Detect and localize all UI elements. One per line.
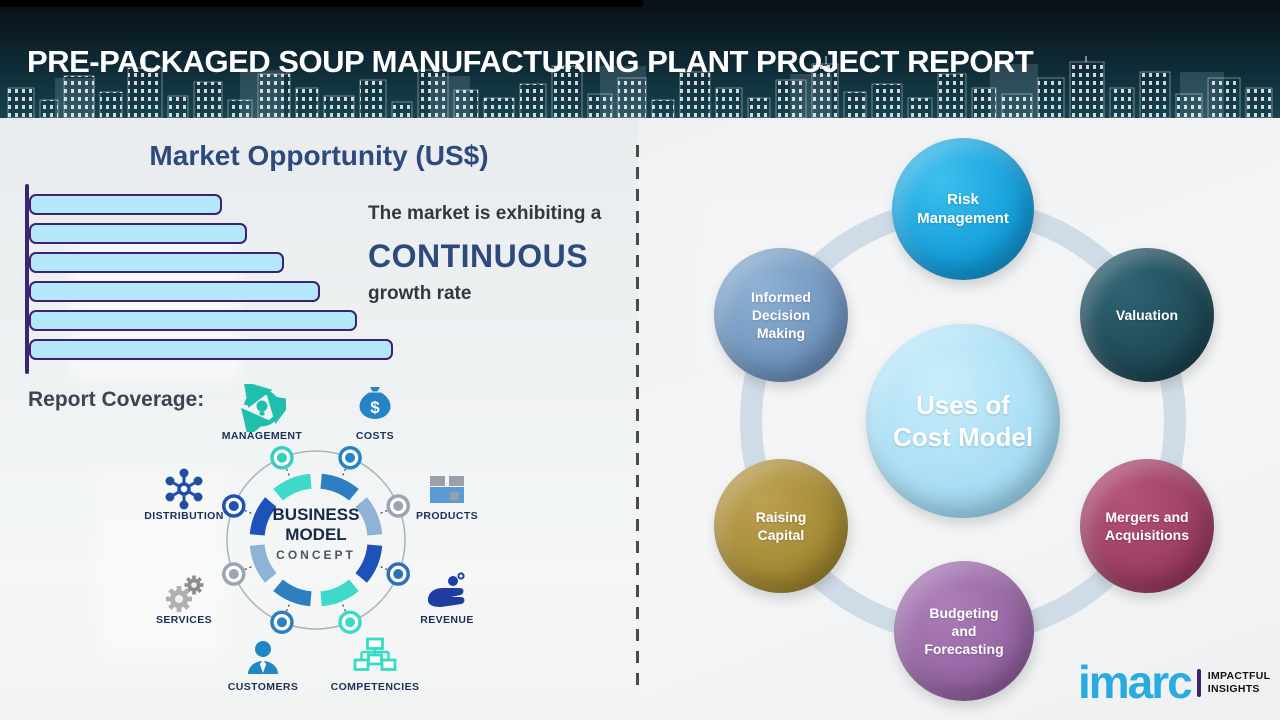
bm-item-label: COSTS — [355, 430, 395, 442]
circle-raising-capital: Raising Capital — [714, 459, 848, 593]
bm-item-label: PRODUCTS — [415, 510, 479, 522]
bar — [29, 310, 357, 331]
business-model-ring-diagram — [222, 446, 410, 634]
dashed-divider — [636, 145, 639, 695]
circle-informed-decision-making: Informed Decision Making — [714, 248, 848, 382]
product-box-icon — [421, 463, 473, 515]
svg-text:$: $ — [370, 398, 380, 417]
org-chart-icon — [349, 632, 401, 684]
page-title: PRE-PACKAGED SOUP MANUFACTURING PLANT PR… — [27, 44, 1034, 79]
header-banner: PRE-PACKAGED SOUP MANUFACTURING PLANT PR… — [0, 0, 1280, 118]
bm-line3: CONCEPT — [276, 547, 356, 562]
bar — [29, 281, 320, 302]
left-panel-background — [0, 118, 638, 720]
growth-text-suffix: growth rate — [368, 283, 472, 304]
bar — [29, 194, 222, 215]
business-model-center-label: BUSINESS MODEL CONCEPT — [241, 505, 391, 577]
circle-budgeting-forecasting: Budgeting and Forecasting — [894, 561, 1034, 701]
growth-text-prefix: The market is exhibiting a — [368, 203, 602, 224]
management-cycle-bulb-icon — [236, 382, 288, 434]
bm-item-label: MANAGEMENT — [221, 430, 303, 442]
bar-chart-axis — [25, 184, 29, 374]
circle-uses-of-cost-model: Uses of Cost Model — [866, 324, 1060, 518]
circle-mergers-acquisitions: Mergers and Acquisitions — [1080, 459, 1214, 593]
money-bag-icon: $ — [349, 380, 401, 432]
bm-item-label: DISTRIBUTION — [144, 510, 224, 522]
imarc-logo-wordmark: imarc — [1078, 656, 1193, 708]
growth-text-highlight: CONTINUOUS — [368, 238, 589, 274]
bm-item-label: SERVICES — [155, 614, 213, 626]
circle-risk-management: Risk Management — [892, 138, 1034, 280]
top-black-strip — [0, 0, 643, 7]
city-skyline-graphic — [7, 56, 1273, 118]
imarc-logo: imarc IMPACTFUL INSIGHTS — [1078, 656, 1271, 708]
bm-item-label: COMPETENCIES — [330, 681, 420, 693]
bm-item-label: CUSTOMERS — [227, 681, 299, 693]
circle-valuation: Valuation — [1080, 248, 1214, 382]
network-hub-icon — [158, 463, 210, 515]
bar-chart — [29, 194, 393, 368]
bar — [29, 223, 247, 244]
bm-line2: MODEL — [285, 525, 347, 545]
bm-item-label: REVENUE — [420, 614, 474, 626]
market-opportunity-title: Market Opportunity (US$) — [149, 140, 489, 171]
watermark-patch — [96, 470, 226, 660]
logo-divider-bar — [1196, 668, 1201, 697]
bar — [29, 339, 393, 360]
bar — [29, 252, 284, 273]
person-icon — [237, 632, 289, 684]
report-coverage-label: Report Coverage: — [28, 388, 205, 411]
gears-icon — [158, 568, 210, 620]
hand-coins-icon — [421, 568, 473, 620]
logo-tagline: IMPACTFUL INSIGHTS — [1207, 670, 1271, 695]
bm-line1: BUSINESS — [272, 505, 360, 524]
